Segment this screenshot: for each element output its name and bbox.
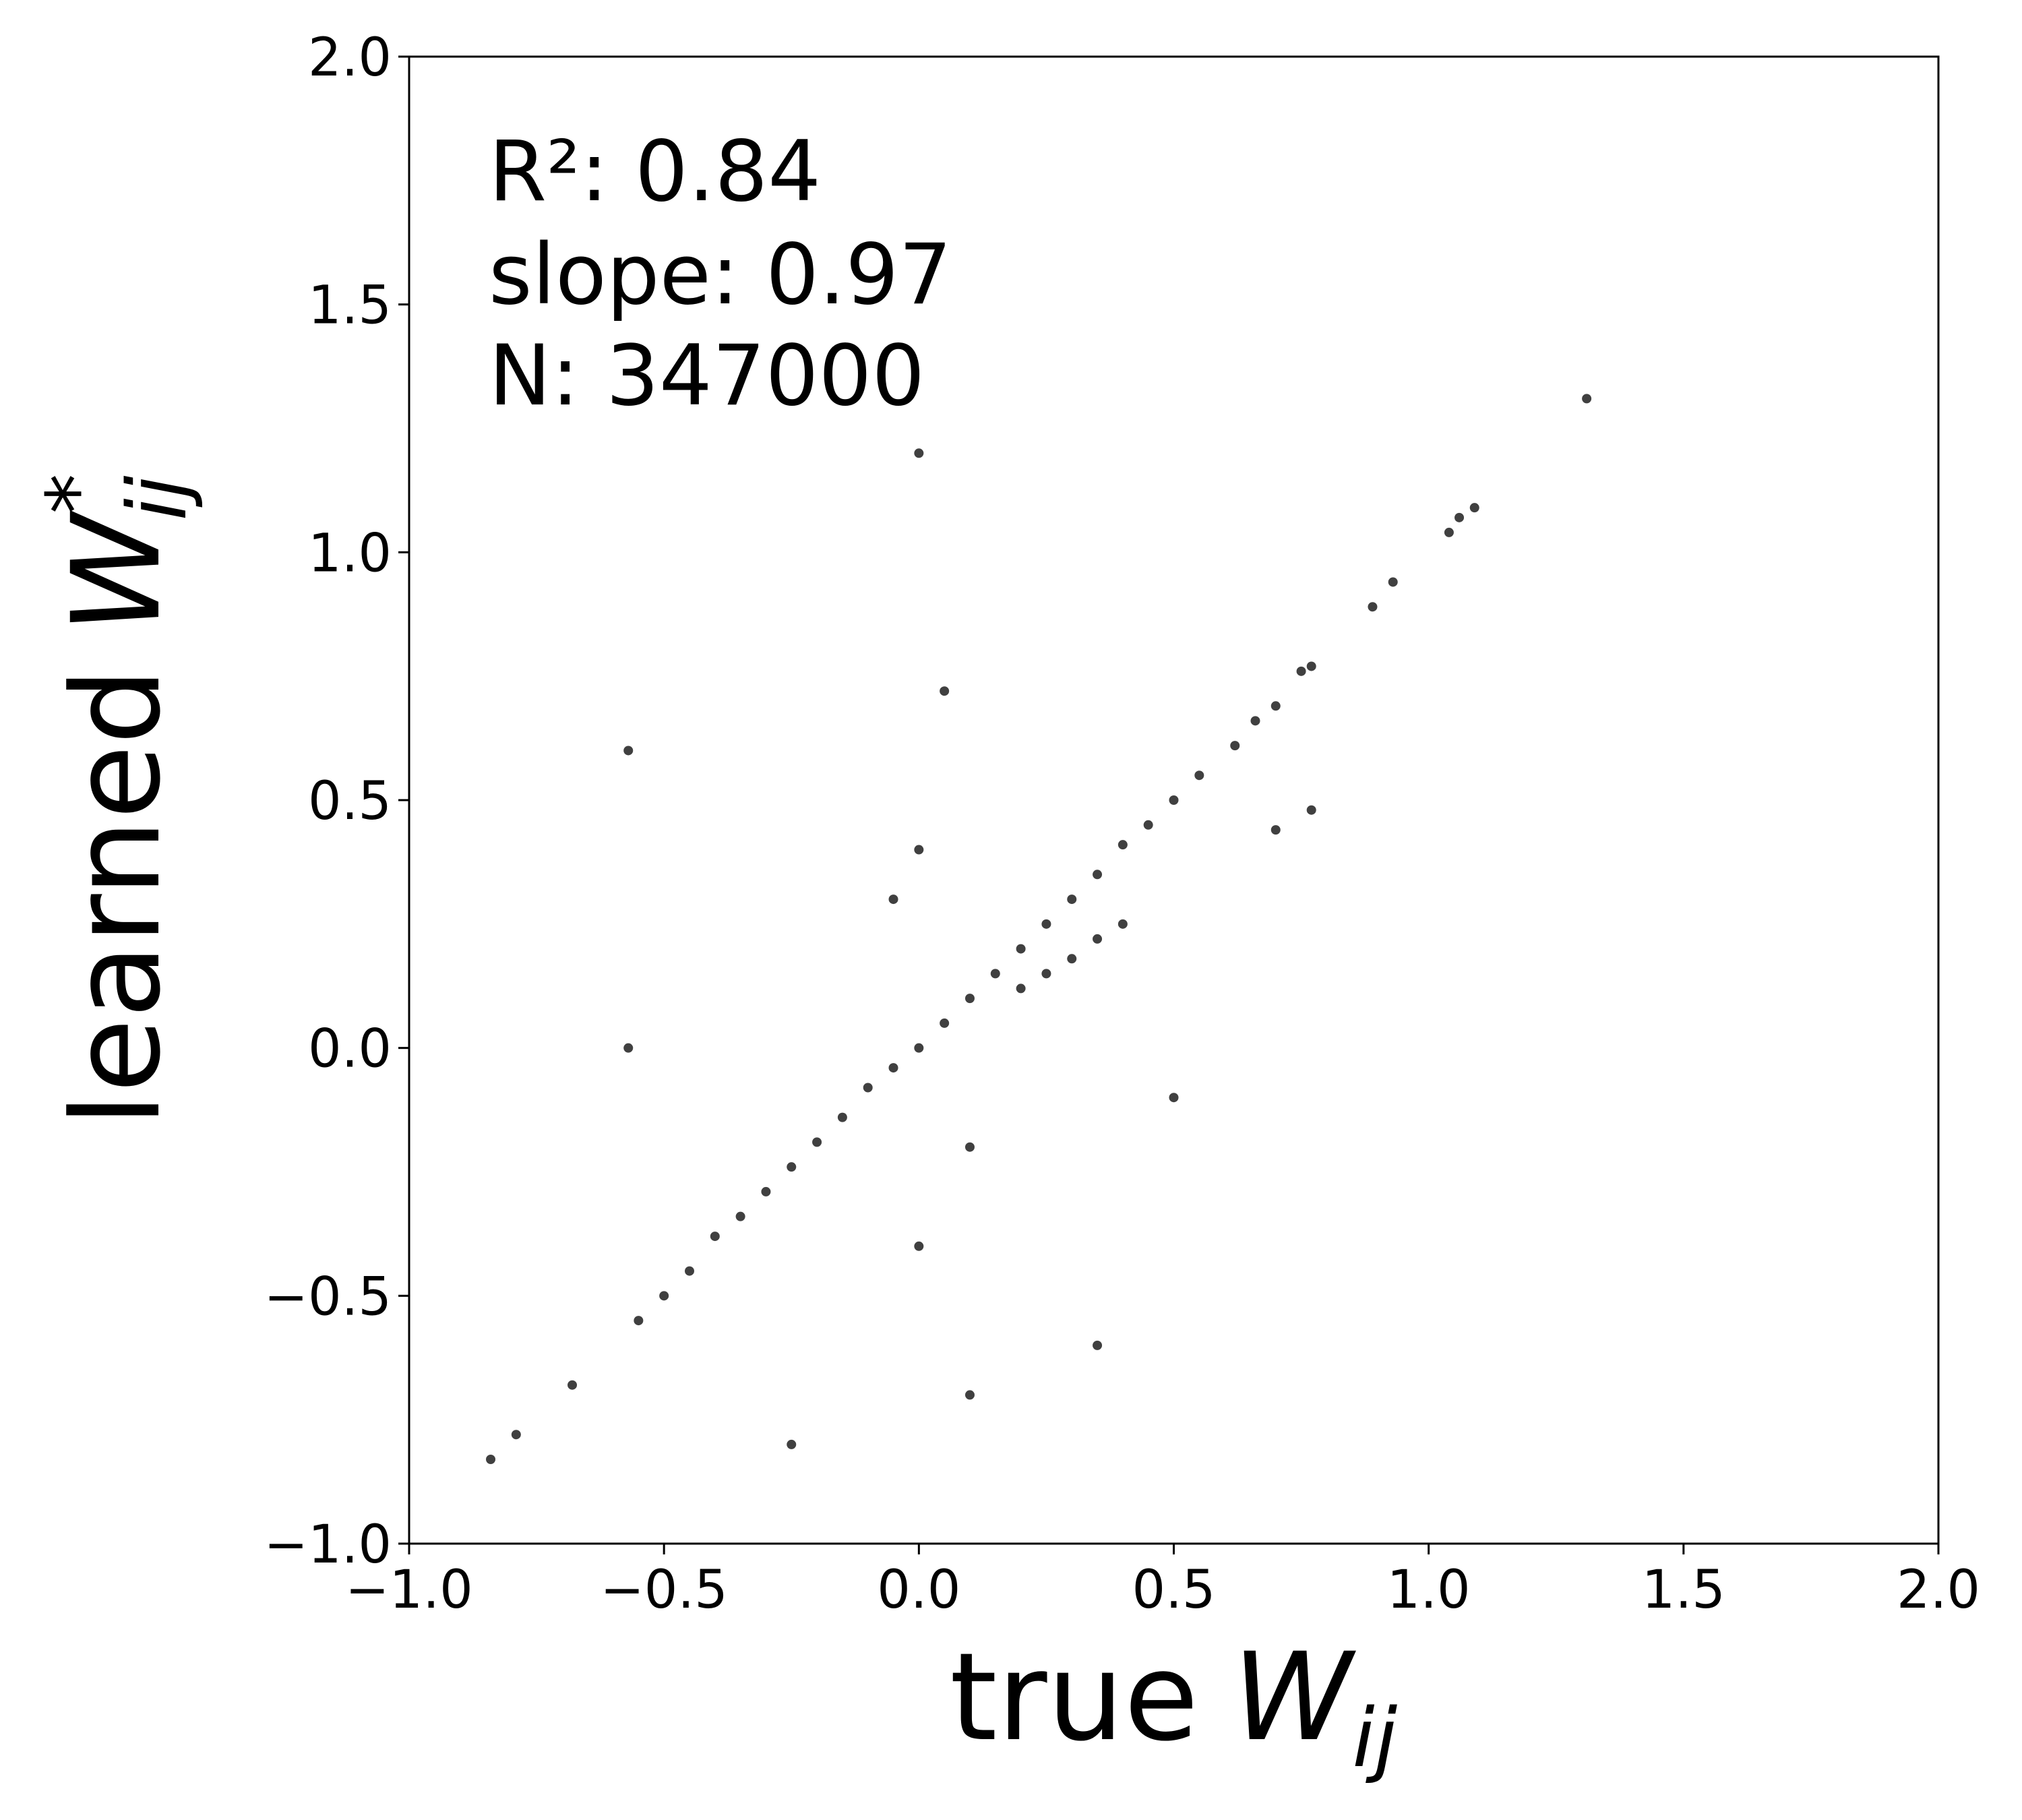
point xyxy=(888,1063,898,1073)
point xyxy=(623,746,634,756)
x-tick-label: −1.0 xyxy=(345,1560,472,1620)
point xyxy=(568,1380,578,1390)
point xyxy=(1143,820,1153,830)
point xyxy=(914,1043,924,1053)
point xyxy=(511,1430,521,1440)
y-label-text: learned xyxy=(47,668,187,1127)
y-tick-label: −1.0 xyxy=(264,1515,392,1575)
point xyxy=(914,845,924,855)
x-tick-label: −0.5 xyxy=(600,1560,727,1620)
point xyxy=(1067,954,1077,964)
y-label-symbol: W xyxy=(47,510,187,634)
point xyxy=(1270,825,1281,835)
point xyxy=(1296,666,1306,676)
point xyxy=(1469,503,1479,513)
x-label-symbol: W xyxy=(1232,1627,1356,1768)
point xyxy=(1194,770,1204,781)
point xyxy=(659,1291,669,1301)
annotation: R²: 0.84 xyxy=(489,123,821,220)
point xyxy=(1169,1093,1179,1103)
point xyxy=(1117,919,1128,929)
x-axis-label: true Wij xyxy=(950,1627,1398,1786)
point xyxy=(1270,701,1281,711)
y-tick-label: 0.0 xyxy=(308,1019,392,1080)
point xyxy=(1093,934,1103,944)
point xyxy=(964,994,975,1004)
annotation: slope: 0.97 xyxy=(489,226,952,324)
annotation: N: 347000 xyxy=(489,328,925,425)
point xyxy=(1016,944,1026,954)
point xyxy=(787,1162,797,1172)
y-tick-label: 2.0 xyxy=(308,28,392,88)
point xyxy=(1093,1340,1103,1350)
y-label-subscript: ij xyxy=(111,475,205,520)
point xyxy=(1582,394,1592,404)
point xyxy=(1306,661,1316,671)
x-tick-label: 0.5 xyxy=(1132,1560,1215,1620)
point xyxy=(735,1211,745,1221)
point xyxy=(940,686,950,696)
y-tick-label: 1.5 xyxy=(308,276,392,336)
point xyxy=(1117,840,1128,850)
point xyxy=(1454,512,1465,522)
point xyxy=(1016,983,1026,994)
point xyxy=(914,448,924,458)
point xyxy=(1306,805,1316,815)
x-label-subscript: ij xyxy=(1352,1692,1397,1786)
point xyxy=(787,1439,797,1449)
point xyxy=(1041,969,1051,979)
point xyxy=(888,894,898,905)
points xyxy=(486,394,1592,1464)
y-axis-label: learned W*ij xyxy=(30,474,205,1127)
y-tick-label: 1.0 xyxy=(308,523,392,584)
y-tick-label: −0.5 xyxy=(264,1267,392,1327)
x-tick-label: 2.0 xyxy=(1897,1560,1980,1620)
point xyxy=(964,1142,975,1152)
point xyxy=(1444,527,1454,537)
point xyxy=(914,1241,924,1251)
point xyxy=(812,1137,822,1147)
point xyxy=(1388,577,1398,587)
point xyxy=(1067,894,1077,905)
point xyxy=(684,1266,694,1276)
point xyxy=(1169,795,1179,805)
point xyxy=(1250,716,1260,726)
y-tick-label: 0.5 xyxy=(308,771,392,832)
point xyxy=(940,1018,950,1028)
point xyxy=(1230,741,1240,751)
point xyxy=(837,1112,847,1122)
point xyxy=(761,1186,771,1196)
y-label-superscript: * xyxy=(30,474,124,514)
x-tick-label: 1.0 xyxy=(1387,1560,1471,1620)
point xyxy=(710,1232,720,1242)
x-label-text: true xyxy=(950,1627,1198,1768)
point xyxy=(1093,870,1103,880)
point xyxy=(486,1454,496,1464)
point xyxy=(634,1316,644,1326)
point xyxy=(1041,919,1051,929)
x-tick-label: 1.5 xyxy=(1642,1560,1725,1620)
x-tick-label: 0.0 xyxy=(877,1560,960,1620)
point xyxy=(863,1083,873,1093)
point xyxy=(1368,602,1378,612)
point xyxy=(964,1390,975,1400)
point xyxy=(623,1043,634,1053)
point xyxy=(990,969,1000,979)
